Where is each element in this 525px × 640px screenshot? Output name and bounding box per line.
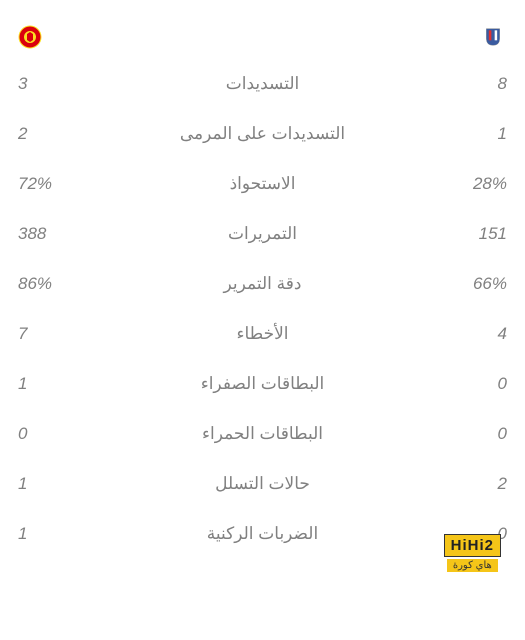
- stat-value-left: 3: [18, 74, 78, 94]
- stat-row: 2 التسديدات على المرمى 1: [18, 109, 507, 159]
- stat-value-left: 1: [18, 474, 78, 494]
- stat-value-right: 2: [447, 474, 507, 494]
- stat-label: الاستحواذ: [78, 174, 447, 194]
- club-b-icon: [483, 25, 503, 49]
- stat-value-left: 72%: [18, 174, 78, 194]
- stat-value-left: 1: [18, 374, 78, 394]
- stat-value-right: 8: [447, 74, 507, 94]
- stat-row: 1 حالات التسلل 2: [18, 459, 507, 509]
- team-right-logo: [483, 25, 507, 49]
- stat-value-right: 66%: [447, 274, 507, 294]
- stat-label: الأخطاء: [78, 324, 447, 344]
- stat-value-left: 7: [18, 324, 78, 344]
- stat-label: الضربات الركنية: [78, 524, 447, 544]
- stat-label: التمريرات: [78, 224, 447, 244]
- stat-label: التسديدات على المرمى: [78, 124, 447, 144]
- stat-value-left: 0: [18, 424, 78, 444]
- stat-label: البطاقات الحمراء: [78, 424, 447, 444]
- stat-row: 1 البطاقات الصفراء 0: [18, 359, 507, 409]
- teams-header: [0, 0, 525, 59]
- stat-label: التسديدات: [78, 74, 447, 94]
- watermark: HiHi2 هاي كورة: [444, 534, 501, 572]
- stat-row: 1 الضربات الركنية 0: [18, 509, 507, 559]
- stat-value-right: 28%: [447, 174, 507, 194]
- stat-row: 388 التمريرات 151: [18, 209, 507, 259]
- stat-value-left: 86%: [18, 274, 78, 294]
- stat-row: 72% الاستحواذ 28%: [18, 159, 507, 209]
- team-left-logo: [18, 25, 42, 49]
- stat-row: 0 البطاقات الحمراء 0: [18, 409, 507, 459]
- stat-label: البطاقات الصفراء: [78, 374, 447, 394]
- watermark-brand: HiHi2: [444, 534, 501, 557]
- stat-value-right: 1: [447, 124, 507, 144]
- stat-label: حالات التسلل: [78, 474, 447, 494]
- stat-value-right: 0: [447, 374, 507, 394]
- stat-row: 3 التسديدات 8: [18, 59, 507, 109]
- stat-value-right: 0: [447, 424, 507, 444]
- stat-value-left: 1: [18, 524, 78, 544]
- stat-label: دقة التمرير: [78, 274, 447, 294]
- watermark-subtitle: هاي كورة: [447, 559, 498, 572]
- stat-row: 7 الأخطاء 4: [18, 309, 507, 359]
- stat-row: 86% دقة التمرير 66%: [18, 259, 507, 309]
- stat-value-right: 4: [447, 324, 507, 344]
- man-united-icon: [18, 25, 42, 49]
- stat-value-left: 388: [18, 224, 78, 244]
- stats-table: 3 التسديدات 8 2 التسديدات على المرمى 1 7…: [0, 59, 525, 559]
- stat-value-right: 151: [447, 224, 507, 244]
- stat-value-left: 2: [18, 124, 78, 144]
